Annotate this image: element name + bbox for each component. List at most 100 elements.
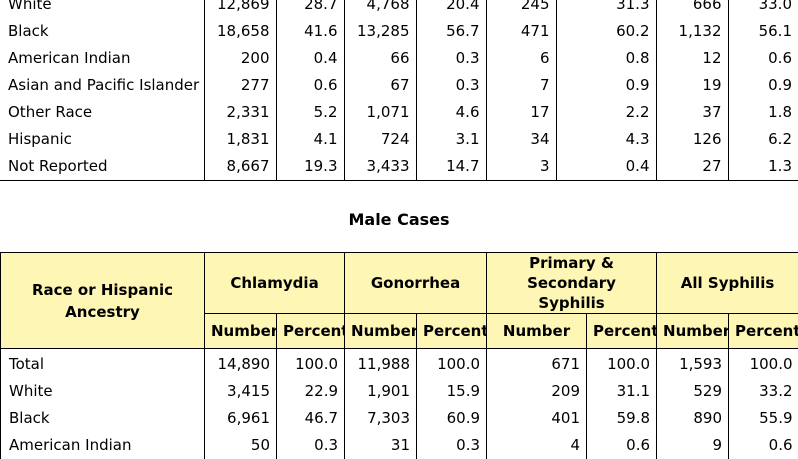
percent-subheader: Percent: [587, 314, 657, 349]
table-cell: 15.9: [417, 378, 487, 405]
table-cell: 0.3: [416, 45, 486, 72]
chlamydia-header: Chlamydia: [205, 253, 345, 314]
table-cell: 20.4: [416, 0, 486, 18]
table-cell: 56.7: [416, 18, 486, 45]
table-cell: 0.3: [416, 72, 486, 99]
table-cell: 31.1: [587, 378, 657, 405]
table-cell: 3: [486, 153, 556, 181]
table-cell: 0.6: [587, 432, 657, 459]
table-cell: 3.1: [416, 126, 486, 153]
table-cell: 1,593: [657, 349, 729, 379]
table-cell: 41.6: [276, 18, 344, 45]
table-cell: 6.2: [728, 126, 798, 153]
table-cell: 0.8: [556, 45, 656, 72]
table-cell: 8,667: [204, 153, 276, 181]
table-cell: 12: [656, 45, 728, 72]
table-cell: 1.8: [728, 99, 798, 126]
table-cell: 66: [344, 45, 416, 72]
section-title: Male Cases: [0, 208, 798, 232]
row-label: Black: [0, 18, 204, 45]
number-subheader: Number: [345, 314, 417, 349]
table-cell: 2.2: [556, 99, 656, 126]
table-cell: 1,071: [344, 99, 416, 126]
table-cell: 67: [344, 72, 416, 99]
table-cell: 0.9: [556, 72, 656, 99]
table-cell: 5.2: [276, 99, 344, 126]
table-cell: 0.3: [417, 432, 487, 459]
table-cell: 100.0: [729, 349, 798, 379]
table-cell: 7,303: [345, 405, 417, 432]
table-cell: 0.9: [728, 72, 798, 99]
table-cell: 37: [656, 99, 728, 126]
table-cell: 1,132: [656, 18, 728, 45]
table-cell: 60.9: [417, 405, 487, 432]
table-cell: 666: [656, 0, 728, 18]
table-cell: 1.3: [728, 153, 798, 181]
table-cell: 200: [204, 45, 276, 72]
table-cell: 56.1: [728, 18, 798, 45]
table-cell: 31: [345, 432, 417, 459]
table-cell: 0.6: [728, 45, 798, 72]
table-cell: 4.1: [276, 126, 344, 153]
table-cell: 0.6: [729, 432, 798, 459]
table-cell: 50: [205, 432, 277, 459]
table-cell: 55.9: [729, 405, 798, 432]
table-cell: 7: [486, 72, 556, 99]
row-label: Hispanic: [0, 126, 204, 153]
table-cell: 529: [657, 378, 729, 405]
table-cell: 14,890: [205, 349, 277, 379]
row-label: Other Race: [0, 99, 204, 126]
table-cell: 2,331: [204, 99, 276, 126]
table-cell: 100.0: [587, 349, 657, 379]
number-subheader: Number: [487, 314, 587, 349]
table-cell: 18,658: [204, 18, 276, 45]
row-label: American Indian: [0, 45, 204, 72]
number-subheader: Number: [205, 314, 277, 349]
table-cell: 22.9: [277, 378, 345, 405]
table-cell: 4: [487, 432, 587, 459]
table-cell: 34: [486, 126, 556, 153]
table-cell: 401: [487, 405, 587, 432]
table-cell: 31.3: [556, 0, 656, 18]
table-cell: 126: [656, 126, 728, 153]
table-cell: 100.0: [277, 349, 345, 379]
row-label: Black: [1, 405, 205, 432]
table-cell: 33.2: [729, 378, 798, 405]
table-cell: 277: [204, 72, 276, 99]
gonorrhea-header: Gonorrhea: [345, 253, 487, 314]
row-label: American Indian: [1, 432, 205, 459]
table-cell: 724: [344, 126, 416, 153]
table-cell: 46.7: [277, 405, 345, 432]
all-syphilis-header: All Syphilis: [657, 253, 798, 314]
table-cell: 245: [486, 0, 556, 18]
table-cell: 14.7: [416, 153, 486, 181]
table-cell: 209: [487, 378, 587, 405]
male-cases-table: Race or Hispanic Ancestry Chlamydia Gono…: [0, 252, 798, 459]
table-cell: 59.8: [587, 405, 657, 432]
table-cell: 1,831: [204, 126, 276, 153]
table-cell: 0.4: [276, 45, 344, 72]
table-cell: 28.7: [276, 0, 344, 18]
table-cell: 0.6: [276, 72, 344, 99]
table-cell: 0.4: [556, 153, 656, 181]
table-cell: 19: [656, 72, 728, 99]
table-cell: 100.0: [417, 349, 487, 379]
table-cell: 6,961: [205, 405, 277, 432]
percent-subheader: Percent: [277, 314, 345, 349]
table-cell: 4.3: [556, 126, 656, 153]
table-cell: 1,901: [345, 378, 417, 405]
table-cell: 13,285: [344, 18, 416, 45]
table-cell: 6: [486, 45, 556, 72]
number-subheader: Number: [657, 314, 729, 349]
